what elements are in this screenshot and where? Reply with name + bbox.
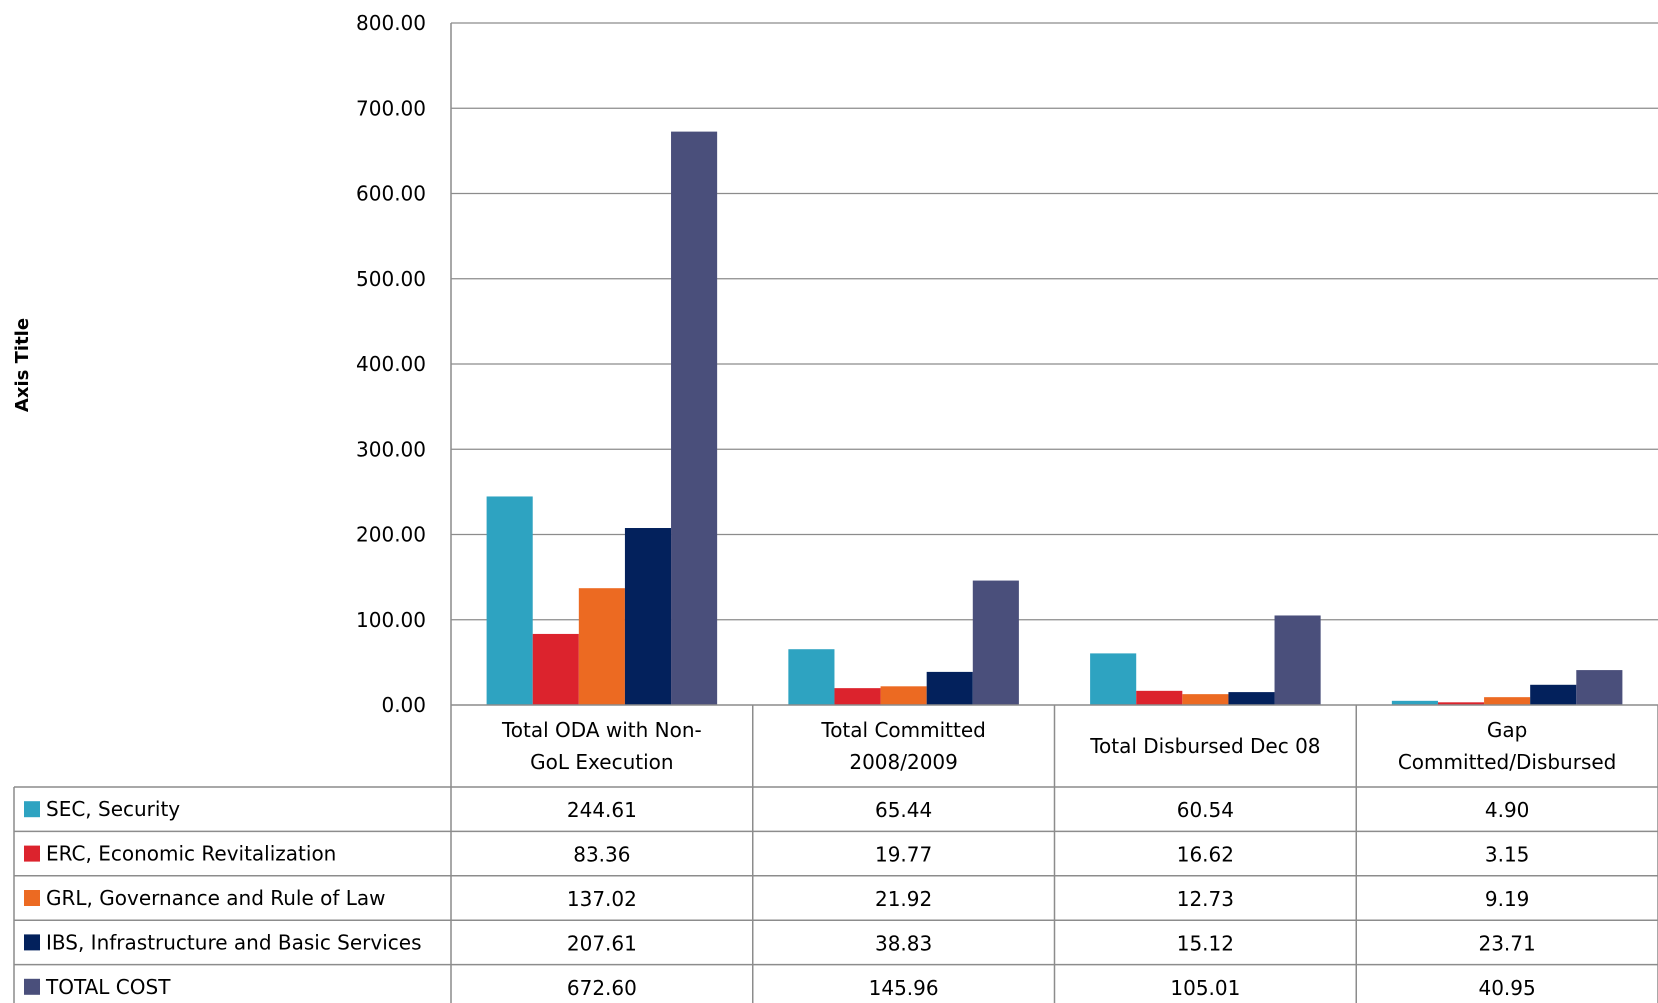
y-tick-labels: 0.00 100.00 200.00 300.00 400.00 500.00 600.00… xyxy=(356,11,426,717)
bar xyxy=(972,580,1019,705)
category-label: Gap xyxy=(1487,718,1527,742)
category-label: Total Disbursed Dec 08 xyxy=(1089,734,1320,758)
data-label: 38.83 xyxy=(875,931,932,955)
data-label: 16.62 xyxy=(1177,843,1234,867)
bar xyxy=(1530,684,1577,705)
data-label: 40.95 xyxy=(1478,976,1535,1000)
data-label: 672.60 xyxy=(567,976,637,1000)
data-label: 4.90 xyxy=(1485,798,1530,822)
category-label: Total Committed xyxy=(820,718,985,742)
legend-swatch xyxy=(24,978,40,995)
y-axis-title: Axis Title xyxy=(12,318,33,412)
data-label: 15.12 xyxy=(1177,931,1234,955)
data-label: 137.02 xyxy=(567,887,637,911)
y-tick-label: 800.00 xyxy=(356,11,426,35)
bar xyxy=(1484,697,1531,705)
y-tick-label: 200.00 xyxy=(356,523,426,547)
bars xyxy=(486,131,1623,705)
data-label: 105.01 xyxy=(1170,976,1240,1000)
bar xyxy=(1391,700,1438,705)
data-label: 3.15 xyxy=(1485,843,1530,867)
category-label: Committed/Disbursed xyxy=(1398,750,1617,774)
data-label: 65.44 xyxy=(875,798,932,822)
legend-entry: SEC, Security xyxy=(46,797,180,821)
legend-swatch xyxy=(24,890,40,906)
bar xyxy=(671,131,718,705)
y-tick-label: 700.00 xyxy=(356,96,426,120)
y-tick-label: 600.00 xyxy=(356,182,426,206)
y-tick-label: 300.00 xyxy=(356,437,426,461)
category-label: 2008/2009 xyxy=(849,750,958,774)
legend-entry: TOTAL COST xyxy=(45,975,171,999)
legend-swatch xyxy=(24,934,40,951)
bar xyxy=(1228,692,1275,705)
bar xyxy=(1274,615,1321,705)
data-label: 244.61 xyxy=(567,798,637,822)
data-table: Total ODA with Non- GoL Execution Total Co… xyxy=(13,704,1658,1003)
data-label: 83.36 xyxy=(573,843,630,867)
y-tick-label: 100.00 xyxy=(356,608,426,632)
bar xyxy=(788,649,835,705)
y-tick-label: 0.00 xyxy=(381,693,426,717)
legend-swatch xyxy=(24,845,40,862)
legend-entry: ERC, Economic Revitalization xyxy=(46,842,336,866)
data-label: 21.92 xyxy=(875,887,932,911)
data-label: 145.96 xyxy=(869,976,939,1000)
y-tick-label: 500.00 xyxy=(356,267,426,291)
y-tick-label: 400.00 xyxy=(356,352,426,376)
bar xyxy=(532,633,579,705)
data-label: 9.19 xyxy=(1485,887,1530,911)
data-label: 19.77 xyxy=(875,843,932,867)
bar xyxy=(578,588,625,705)
data-label: 12.73 xyxy=(1177,887,1234,911)
bar xyxy=(834,688,881,705)
legend-swatch xyxy=(24,801,40,818)
data-label: 207.61 xyxy=(567,931,637,955)
bar xyxy=(1090,653,1137,705)
data-label: 60.54 xyxy=(1177,798,1234,822)
bar xyxy=(624,528,672,705)
category-label: GoL Execution xyxy=(530,750,673,774)
legend-entry: IBS, Infrastructure and Basic Services xyxy=(46,930,422,954)
bar xyxy=(1437,702,1485,705)
category-label: Total ODA with Non- xyxy=(501,718,702,742)
bar xyxy=(486,496,533,705)
bar xyxy=(1136,690,1183,705)
bar xyxy=(880,686,927,705)
legend-entry: GRL, Governance and Rule of Law xyxy=(46,886,386,910)
bar xyxy=(1576,670,1623,705)
data-label: 23.71 xyxy=(1478,931,1535,955)
bar xyxy=(926,671,973,705)
bar xyxy=(1182,694,1229,705)
